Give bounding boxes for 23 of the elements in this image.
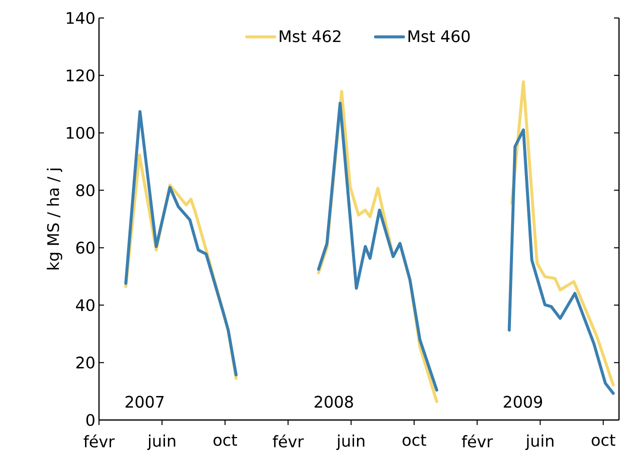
x-tick-label: juin — [147, 434, 176, 450]
x-tick-label: juin — [336, 434, 364, 450]
y-tick-label: 0 — [86, 414, 94, 426]
y-tick-label: 40 — [76, 299, 94, 312]
annotation: 2007 — [126, 396, 164, 408]
x-tick-label: févr — [272, 434, 304, 448]
x-tick-label: févr — [462, 434, 493, 448]
x-tick-label: oct — [402, 434, 426, 446]
y-tick-label: 120 — [66, 69, 94, 82]
y-tick-label: 80 — [76, 184, 94, 196]
y-tick-label: 60 — [76, 242, 94, 254]
y-tick-label: 100 — [66, 126, 94, 139]
annotation: 2008 — [314, 396, 353, 408]
y-tick-label: 20 — [76, 356, 94, 369]
y-axis-title: kg MS / ha / j — [46, 168, 62, 270]
legend-label: Mst 460 — [408, 30, 470, 42]
x-tick-label: févr — [84, 434, 115, 448]
x-tick-label: oct — [592, 434, 616, 446]
y-tick-label: 140 — [66, 12, 94, 24]
legend-label: Mst 462 — [280, 30, 340, 42]
annotation: 2009 — [504, 396, 542, 408]
x-tick-label: oct — [214, 434, 238, 446]
x-tick-label: juin — [525, 434, 554, 450]
